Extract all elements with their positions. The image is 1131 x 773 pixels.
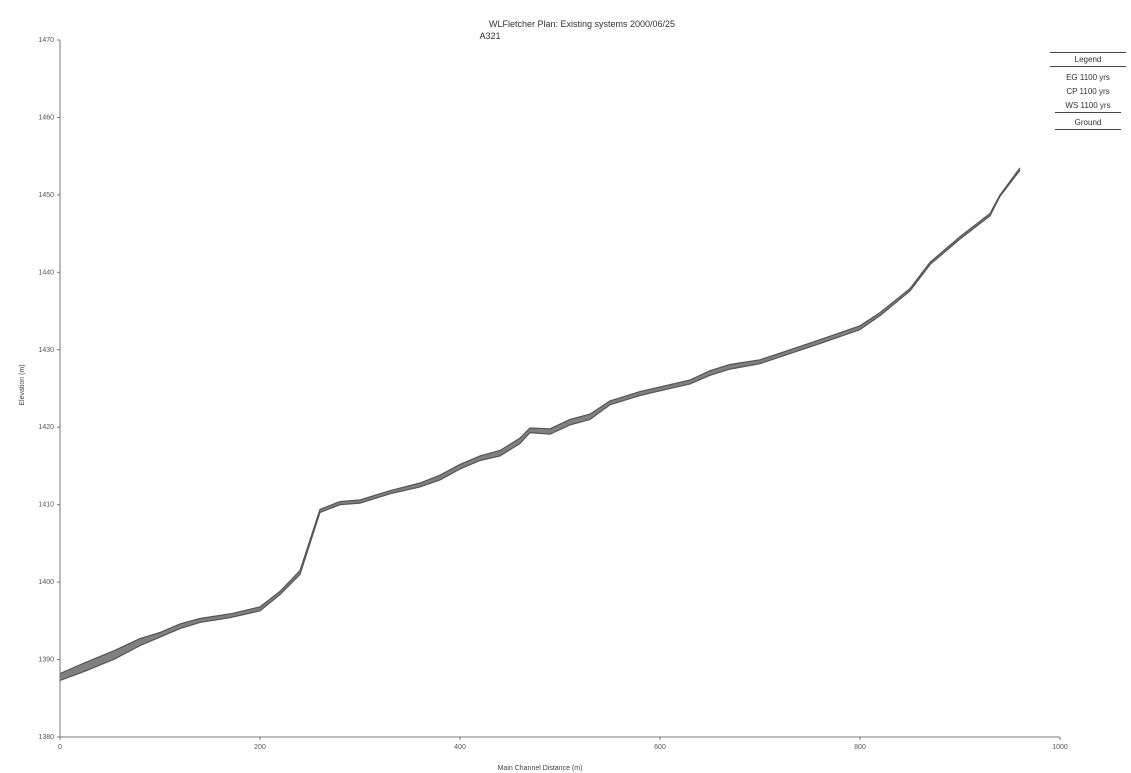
legend-item-cp: CP 1100 yrs — [1050, 85, 1126, 99]
y-tick-label: 1450 — [38, 192, 54, 199]
y-tick-label: 1380 — [38, 734, 54, 741]
y-tick-label: 1440 — [38, 269, 54, 276]
legend-title: Legend — [1050, 52, 1126, 67]
legend-swatch-ground — [1055, 129, 1121, 130]
x-axis-label: Main Channel Distance (m) — [498, 765, 583, 772]
legend-item-eg: EG 1100 yrs — [1050, 71, 1126, 85]
profile-band — [60, 167, 1020, 681]
legend-item-ws: WS 1100 yrs — [1050, 99, 1126, 116]
x-tick-label: 1000 — [1052, 744, 1068, 751]
chart-subtitle: A321 — [479, 31, 500, 41]
x-tick-label: 600 — [654, 744, 666, 751]
series-line-ground — [59, 169, 1021, 682]
y-axis-label: Elevation (m) — [19, 364, 26, 405]
y-tick-label: 1470 — [38, 37, 54, 44]
legend-label-cp: CP 1100 yrs — [1066, 87, 1110, 96]
legend-label-ground: Ground — [1074, 118, 1102, 127]
x-tick-label: 400 — [454, 744, 466, 751]
axes — [57, 39, 1061, 740]
y-tick-label: 1460 — [38, 114, 54, 121]
y-tick-label: 1390 — [38, 657, 54, 664]
legend: Legend EG 1100 yrs CP 1100 yrs WS 1100 y… — [1050, 52, 1126, 133]
series-layer — [59, 167, 1021, 682]
y-tick-label: 1420 — [38, 424, 54, 431]
series-line-ws — [59, 167, 1021, 675]
chart-title: WLFletcher Plan: Existing systems 2000/0… — [489, 19, 675, 29]
legend-item-ground: Ground — [1050, 116, 1126, 133]
x-tick-label: 200 — [254, 744, 266, 751]
legend-label-ws: WS 1100 yrs — [1065, 101, 1111, 110]
y-tick-label: 1400 — [38, 579, 54, 586]
x-tick-label: 0 — [58, 744, 62, 751]
tick-labels: 1380 1390 1400 1410 1420 1430 1440 1450 1460 1470… — [38, 37, 1067, 751]
y-tick-label: 1410 — [38, 502, 54, 509]
legend-label-eg: EG 1100 yrs — [1066, 73, 1110, 82]
y-tick-label: 1430 — [38, 347, 54, 354]
legend-swatch-ws — [1055, 112, 1121, 113]
x-tick-label: 800 — [854, 744, 866, 751]
